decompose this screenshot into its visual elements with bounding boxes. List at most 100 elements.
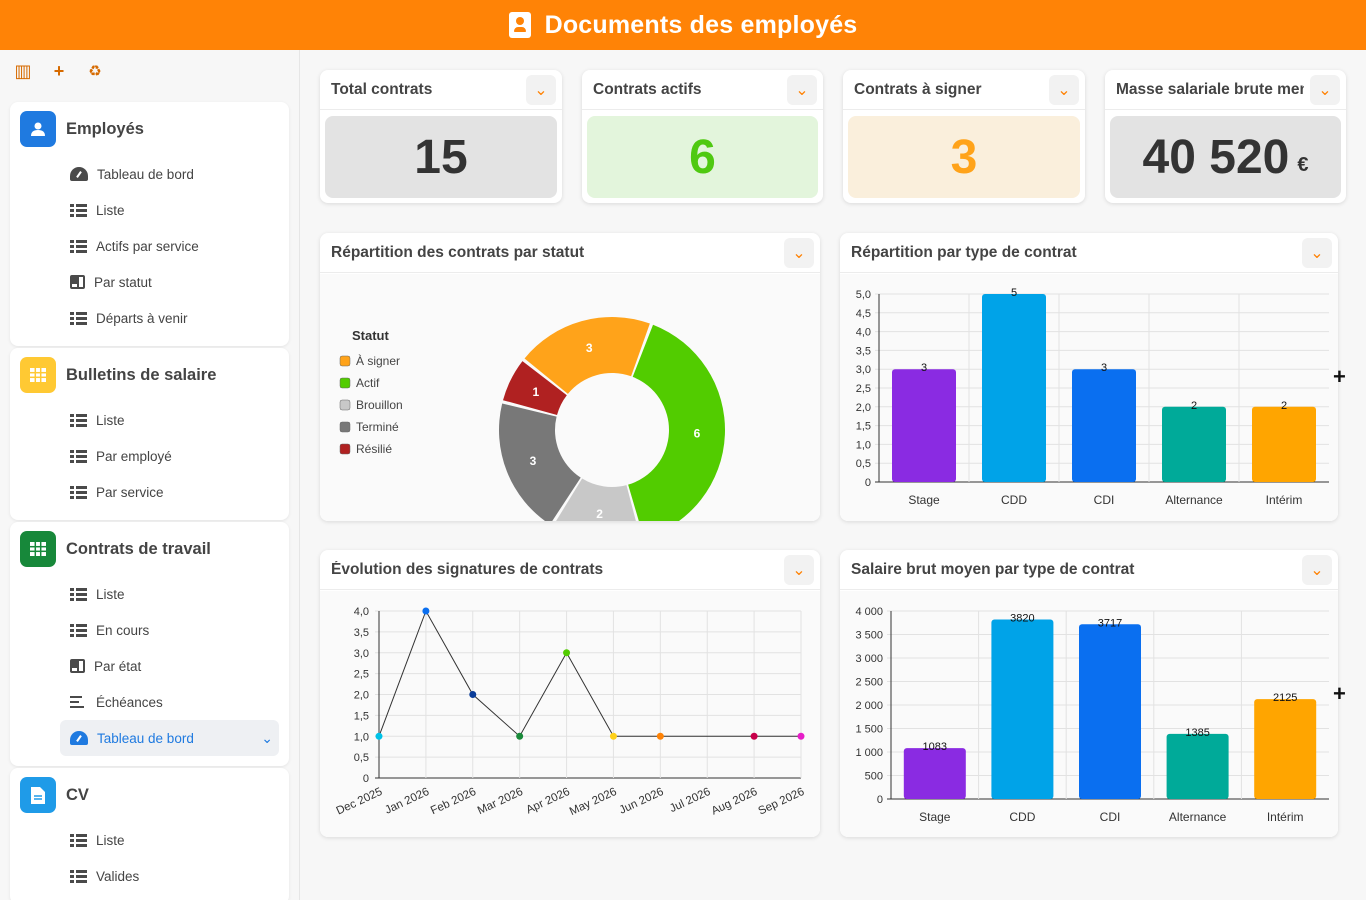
x-tick-label: Aug 2026 [710,786,760,818]
kpi-value: 6 [689,130,716,184]
x-tick-label: Intérim [1267,810,1304,824]
bar[interactable] [991,619,1054,799]
sidebar-section-header[interactable]: Contrats de travail [10,522,289,576]
add-widget-button[interactable]: + [1333,681,1346,706]
chevron-down-icon[interactable]: ⌄ [1302,237,1332,268]
bar[interactable] [982,294,1046,482]
bar[interactable] [903,748,966,799]
x-tick-label: Sep 2026 [757,786,807,818]
kpi-title: Masse salariale brute mensuelle [1116,80,1304,98]
chevron-down-icon[interactable]: ⌄ [1049,74,1079,105]
sidebar-item-label: Liste [96,412,125,428]
sidebar-item-label: Liste [96,586,125,602]
grid-icon [20,531,56,567]
add-widget-button[interactable]: + [1333,364,1346,389]
y-tick-label: 4,0 [354,606,369,618]
sidebar-item[interactable]: Par employé [10,438,289,474]
y-tick-label: 3,0 [354,648,369,660]
sidebar-item[interactable]: Liste [10,192,289,228]
list-icon [70,869,87,883]
line-point[interactable] [656,732,664,740]
sidebar-section: Contrats de travail Liste En cours Par état… [10,522,289,766]
x-tick-label: Mar 2026 [476,786,525,817]
legend-label[interactable]: Résilié [356,442,392,456]
sidebar-item[interactable]: Valides [10,858,289,894]
donut-slice[interactable] [499,403,581,521]
chevron-down-icon[interactable]: ⌄ [1310,74,1340,105]
sidebar-item[interactable]: Départs à venir [10,300,289,336]
donut-slice[interactable] [503,361,567,415]
chart-area: Statut À signer Actif Brouillon Terminé Résil… [320,274,820,521]
kpi-payroll: Masse salariale brute mensuelle ⌄ 40 520 € [1105,70,1346,203]
sidebar-section-header[interactable]: Employés [10,102,289,156]
bar[interactable] [1072,369,1136,482]
sidebar-item-label: Valides [96,868,140,884]
sidebar-item[interactable]: Échéances [10,684,289,720]
bar[interactable] [1252,406,1316,482]
list-icon [70,449,87,463]
sidebar-item[interactable]: Tableau de bord ⌄ [60,720,279,756]
line-point[interactable] [516,732,524,740]
legend-label[interactable]: Brouillon [356,398,403,412]
y-tick-label: 3,0 [856,364,871,376]
legend-label[interactable]: Actif [356,376,380,390]
bar-value-label: 2125 [1273,692,1297,704]
line-point[interactable] [797,732,805,740]
donut-slice[interactable] [553,478,641,521]
sidebar-item[interactable]: En cours [10,612,289,648]
donut-slice[interactable] [524,317,650,394]
chevron-down-icon[interactable]: ⌄ [526,74,556,105]
line-point[interactable] [469,691,477,698]
sidebar-section-header[interactable]: Bulletins de salaire [10,348,289,402]
plus-icon[interactable]: + [53,60,65,81]
x-tick-label: CDD [1001,493,1027,507]
bar-value-label: 5 [1011,287,1017,299]
y-tick-label: 3 500 [855,630,883,642]
bar[interactable] [1079,624,1141,799]
line-point[interactable] [609,732,617,740]
sidebar-item[interactable]: Tableau de bord [10,156,289,192]
slice-label: 1 [533,385,540,399]
list-icon [70,833,87,847]
sidebar-item[interactable]: Par service [10,474,289,510]
bar[interactable] [892,369,956,482]
line-point[interactable] [422,607,430,615]
page-title: Documents des employés [544,10,858,39]
x-tick-label: CDI [1100,810,1121,824]
donut-slice[interactable] [628,324,725,521]
sidebar-item-label: Départs à venir [96,310,188,326]
columns-icon[interactable]: ▥ [14,60,32,81]
slice-label: 3 [586,341,593,355]
kpi-value: 3 [950,130,978,184]
sidebar-item[interactable]: Liste [10,822,289,858]
sidebar-toolbar: ▥ + ♻ [0,50,299,92]
chevron-down-icon[interactable]: ⌄ [787,74,817,105]
kpi-value-box: 6 [587,116,818,198]
chevron-down-icon[interactable]: ⌄ [261,729,273,746]
recycle-icon[interactable]: ♻ [88,63,102,80]
x-tick-label: Jun 2026 [618,786,666,817]
chevron-down-icon[interactable]: ⌄ [784,554,814,585]
user-icon [20,111,56,147]
line-point[interactable] [375,732,383,740]
chevron-down-icon[interactable]: ⌄ [1302,554,1332,585]
line-point[interactable] [563,649,571,657]
y-tick-label: 2,0 [354,690,369,702]
sidebar-item[interactable]: Par statut [10,264,289,300]
chevron-down-icon[interactable]: ⌄ [784,237,814,268]
kpi-title: Total contrats [331,80,433,98]
sidebar-item[interactable]: Liste [10,402,289,438]
bar[interactable] [1254,699,1317,799]
line-point[interactable] [750,732,758,740]
sidebar-item-label: Par statut [94,274,152,290]
bar[interactable] [1166,733,1229,799]
bar[interactable] [1162,406,1226,482]
legend-label[interactable]: À signer [356,353,400,368]
sidebar-item[interactable]: Actifs par service [10,228,289,264]
legend-label[interactable]: Terminé [356,420,399,434]
x-tick-label: Apr 2026 [524,786,571,817]
sidebar-section-header[interactable]: CV [10,768,289,822]
sidebar-item[interactable]: Liste [10,576,289,612]
sidebar-item[interactable]: Par état [10,648,289,684]
